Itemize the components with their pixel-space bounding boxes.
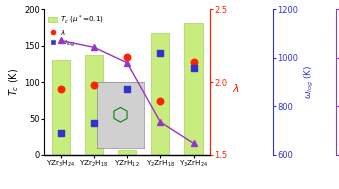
Point xyxy=(191,60,196,63)
Point xyxy=(91,84,97,87)
Point xyxy=(191,66,196,69)
Bar xyxy=(184,22,203,155)
Point xyxy=(124,56,130,59)
Y-axis label: $\omega_{log}$ (K): $\omega_{log}$ (K) xyxy=(303,65,316,99)
Legend: $T_c$ ($\mu^*$=0.1), $\lambda$, $\omega_{log}$: $T_c$ ($\mu^*$=0.1), $\lambda$, $\omega_… xyxy=(46,12,106,51)
Point xyxy=(124,88,130,91)
Bar xyxy=(118,150,136,155)
Bar xyxy=(52,60,70,155)
Point xyxy=(158,52,163,55)
Point xyxy=(91,122,97,125)
Point xyxy=(58,88,63,91)
Bar xyxy=(85,55,103,155)
Y-axis label: $T_c$ (K): $T_c$ (K) xyxy=(8,68,21,96)
Y-axis label: $\lambda$: $\lambda$ xyxy=(232,82,240,94)
Point xyxy=(158,100,163,103)
Bar xyxy=(151,33,170,155)
Point xyxy=(58,132,63,135)
